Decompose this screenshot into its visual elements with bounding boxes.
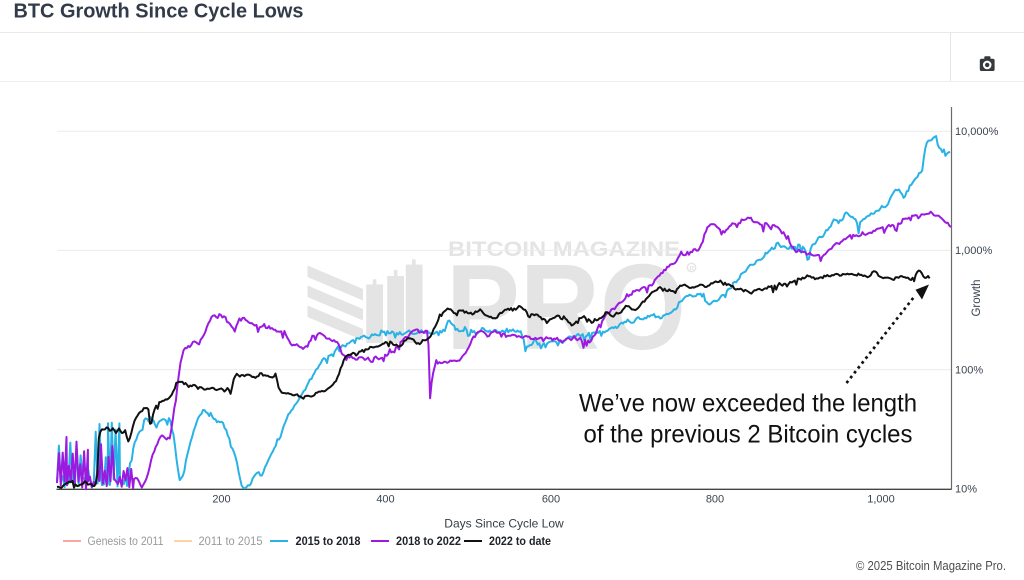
svg-text:2015 to 2018: 2015 to 2018 [296,536,362,548]
svg-text:10,000%: 10,000% [955,126,999,138]
svg-text:1,000%: 1,000% [955,245,993,257]
svg-text:100%: 100% [955,364,983,376]
svg-text:Genesis to 2011: Genesis to 2011 [88,536,164,548]
svg-text:10%: 10% [955,484,977,496]
svg-text:2011 to 2015: 2011 to 2015 [199,536,263,548]
svg-text:of the previous 2 Bitcoin cycl: of the previous 2 Bitcoin cycles [584,421,913,449]
svg-text:Days Since Cycle Low: Days Since Cycle Low [444,517,564,531]
svg-text:600: 600 [542,494,560,506]
svg-text:© 2025 Bitcoin Magazine Pro.: © 2025 Bitcoin Magazine Pro. [856,559,1006,573]
svg-text:800: 800 [706,494,724,506]
svg-text:PRO: PRO [446,239,686,375]
svg-text:BITCOIN MAGAZINE: BITCOIN MAGAZINE [448,237,680,261]
svg-text:We’ve now exceeded the length: We’ve now exceeded the length [579,390,917,418]
svg-text:BTC Growth Since Cycle Lows: BTC Growth Since Cycle Lows [14,0,304,23]
svg-text:200: 200 [212,494,230,506]
svg-text:2022 to date: 2022 to date [489,536,551,548]
svg-text:400: 400 [376,494,394,506]
svg-text:R: R [689,265,694,272]
svg-text:1,000: 1,000 [867,494,895,506]
svg-text:2018 to 2022: 2018 to 2022 [396,536,461,548]
svg-text:Growth: Growth [971,279,983,316]
